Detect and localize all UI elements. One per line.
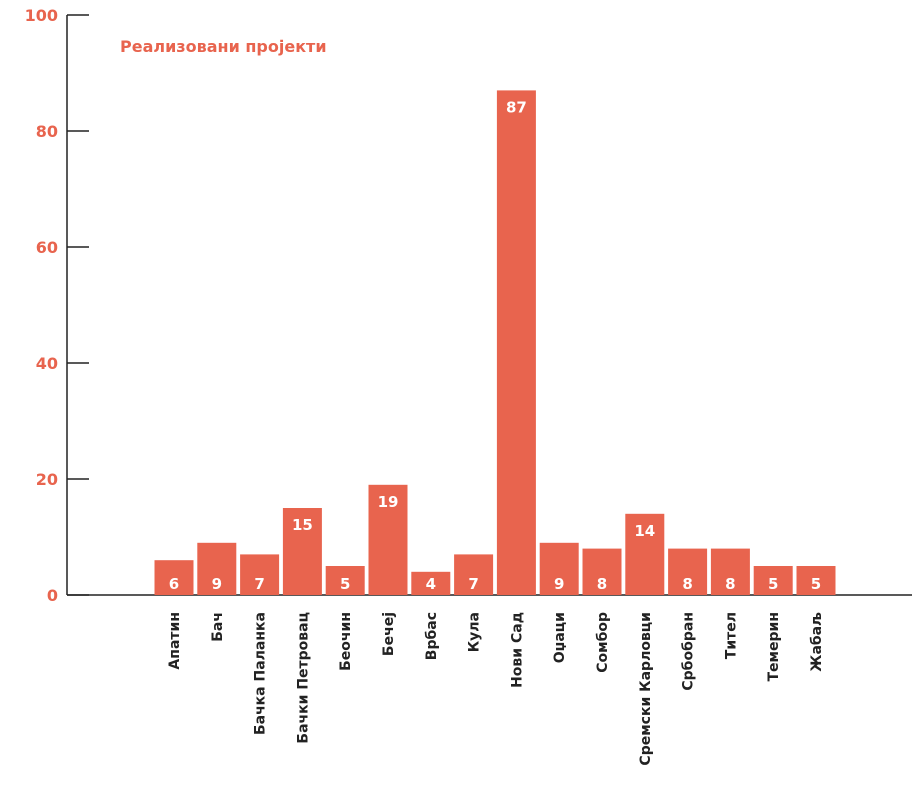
x-tick-label: Жабаљ	[809, 612, 825, 672]
bar	[582, 548, 622, 595]
bar-value-label: 8	[597, 575, 607, 593]
x-tick-label: Темерин	[766, 612, 782, 682]
bar	[753, 566, 793, 595]
bars	[154, 90, 836, 596]
bar-value-label: 7	[468, 575, 478, 593]
x-tick-label: Оџаци	[552, 612, 568, 663]
x-tick-label: Сремски Карловци	[638, 612, 654, 766]
bar	[796, 566, 836, 595]
x-tick-label: Бачки Петровац	[295, 612, 311, 744]
bar-value-label: 5	[768, 575, 778, 593]
x-tick-label: Бачка Паланка	[253, 612, 269, 735]
bar	[668, 548, 708, 595]
bar	[454, 554, 494, 595]
bar	[154, 560, 194, 595]
value-labels: 6 9 7 15 5 19 4 7 87 9 8 14 8 8 5 5	[169, 98, 821, 593]
y-tick-label: 80	[36, 122, 58, 141]
bar-value-label: 19	[378, 493, 399, 511]
x-tick-label: Србобран	[681, 612, 697, 691]
y-axis: 0 20 40 60 80 100	[25, 6, 89, 605]
bar-value-label: 87	[506, 98, 527, 116]
x-tick-label: Беочин	[338, 612, 354, 671]
bar	[710, 548, 750, 595]
bar	[411, 571, 451, 595]
bar	[282, 508, 322, 595]
bar-value-label: 8	[682, 575, 692, 593]
bar-value-label: 4	[426, 575, 436, 593]
bar	[240, 554, 280, 595]
bar	[496, 90, 536, 596]
bar-value-label: 15	[292, 516, 313, 534]
bar	[197, 542, 237, 595]
chart-title: Реализовани пројекти	[120, 37, 327, 56]
bar	[539, 542, 579, 595]
category-labels: Апатин Бач Бачка Паланка Бачки Петровац Беоч…	[167, 612, 825, 766]
y-tick-label: 20	[36, 470, 58, 489]
y-tick-label: 100	[25, 6, 58, 25]
bar-value-label: 5	[340, 575, 350, 593]
x-tick-label: Нови Сад	[509, 612, 525, 688]
x-tick-label: Врбас	[424, 612, 440, 660]
bar-value-label: 9	[554, 575, 564, 593]
y-tick-label: 0	[47, 586, 58, 605]
x-tick-label: Тител	[723, 612, 739, 659]
y-tick-label: 60	[36, 238, 58, 257]
bar-value-label: 7	[254, 575, 264, 593]
bar-value-label: 5	[811, 575, 821, 593]
y-tick-label: 40	[36, 354, 58, 373]
x-tick-label: Сомбор	[595, 612, 611, 673]
bar-value-label: 14	[634, 522, 655, 540]
bar	[625, 513, 665, 595]
bar-value-label: 6	[169, 575, 179, 593]
x-tick-label: Бечеј	[381, 612, 397, 656]
bar	[325, 566, 365, 595]
bar-value-label: 9	[212, 575, 222, 593]
bar	[368, 484, 408, 595]
x-tick-label: Кула	[467, 612, 483, 652]
bar-value-label: 8	[725, 575, 735, 593]
x-tick-label: Апатин	[167, 612, 183, 670]
x-tick-label: Бач	[210, 612, 226, 642]
